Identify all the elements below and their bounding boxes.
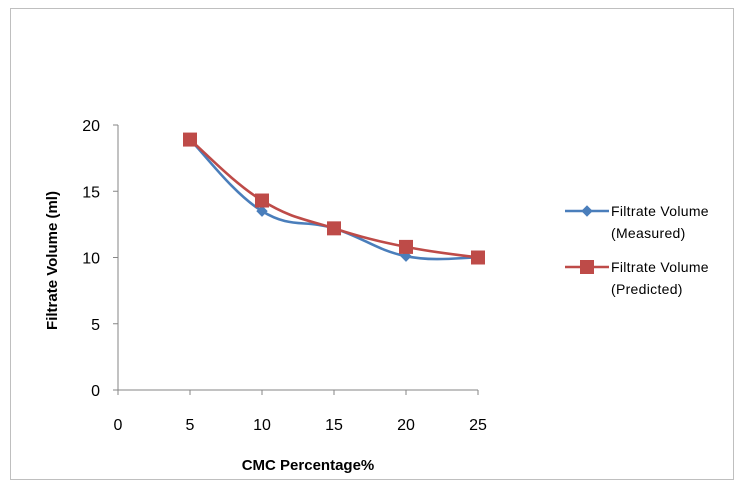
legend-label: Filtrate Volume xyxy=(611,203,709,219)
y-tick-labels: 0 5 10 15 20 xyxy=(82,118,118,400)
legend-marker xyxy=(580,260,594,274)
data-point xyxy=(399,239,413,254)
x-tick-label: 0 xyxy=(114,417,123,434)
legend-item: Filtrate Volume (Measured) xyxy=(565,203,709,241)
series-layer xyxy=(183,132,485,265)
y-tick-label: 5 xyxy=(91,317,100,334)
legend-label: (Predicted) xyxy=(611,281,683,297)
y-tick-label: 10 xyxy=(82,251,100,268)
legend-label: Filtrate Volume xyxy=(611,259,709,275)
series-measured xyxy=(184,133,484,264)
series-predicted xyxy=(183,132,485,265)
data-point xyxy=(471,250,485,265)
x-tick-label: 5 xyxy=(186,417,195,434)
x-tick-labels: 0 5 10 15 20 25 xyxy=(114,390,487,434)
legend-marker xyxy=(581,205,593,217)
legend-label: (Measured) xyxy=(611,225,686,241)
legend-item: Filtrate Volume (Predicted) xyxy=(565,259,709,297)
data-point xyxy=(183,132,197,147)
legend: Filtrate Volume(Measured)Filtrate Volume… xyxy=(565,203,709,297)
data-point xyxy=(255,193,269,208)
x-tick-label: 25 xyxy=(469,417,487,434)
y-tick-label: 15 xyxy=(82,184,100,201)
x-tick-label: 20 xyxy=(397,417,415,434)
y-tick-label: 20 xyxy=(82,118,100,135)
series-line xyxy=(189,138,479,259)
y-tick-label: 0 xyxy=(91,383,100,400)
data-point xyxy=(256,205,268,217)
y-axis-title: Filtrate Volume (ml) xyxy=(44,191,61,330)
series-line xyxy=(189,138,479,261)
x-tick-label: 10 xyxy=(253,417,271,434)
x-axis-title: CMC Percentage% xyxy=(242,457,375,474)
x-tick-label: 15 xyxy=(325,417,343,434)
data-point xyxy=(327,221,341,236)
